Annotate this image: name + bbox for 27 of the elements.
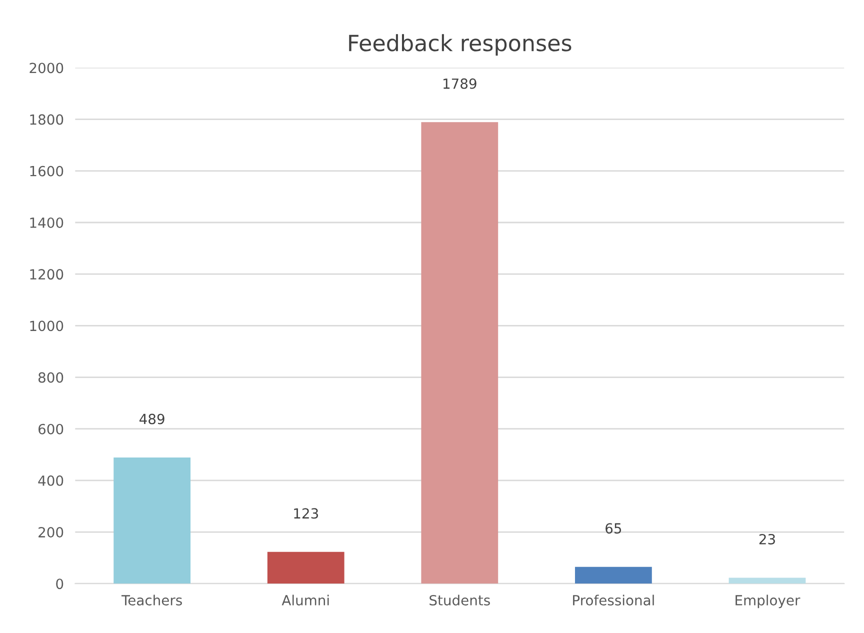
y-tick-label: 200 [38,527,64,538]
y-tick-label: 1200 [30,269,64,280]
bar [574,566,652,584]
x-tick-label: Alumni [282,594,329,606]
y-tick-label: 2000 [30,62,64,74]
x-tick-label: Teachers [121,594,182,606]
y-tick-label: 0 [56,578,64,590]
x-tick-label: Students [430,594,490,606]
y-tick-label: 1400 [30,217,64,228]
y-tick-label: 600 [38,424,64,434]
data-label: 123 [294,508,318,519]
bar [114,457,191,584]
data-label: 23 [759,534,775,544]
x-tick-label: Employer [736,594,800,608]
bar [421,122,498,584]
y-tick-label: 800 [38,372,64,383]
data-label: 1789 [444,78,476,89]
data-label: 65 [606,523,622,534]
bar [267,552,344,584]
y-tick-label: 1000 [30,320,64,332]
y-tick-label: 400 [38,475,64,486]
data-label: 489 [139,414,164,424]
bar [728,578,806,584]
chart-title: Feedback responses [349,34,572,56]
y-tick-label: 1600 [30,166,64,176]
y-tick-label: 1800 [30,114,64,125]
x-tick-label: Professional [573,594,654,606]
